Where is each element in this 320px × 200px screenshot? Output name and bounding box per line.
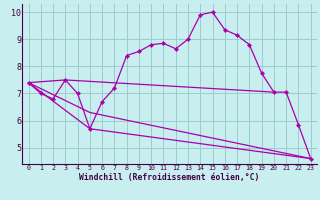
X-axis label: Windchill (Refroidissement éolien,°C): Windchill (Refroidissement éolien,°C)	[79, 173, 260, 182]
